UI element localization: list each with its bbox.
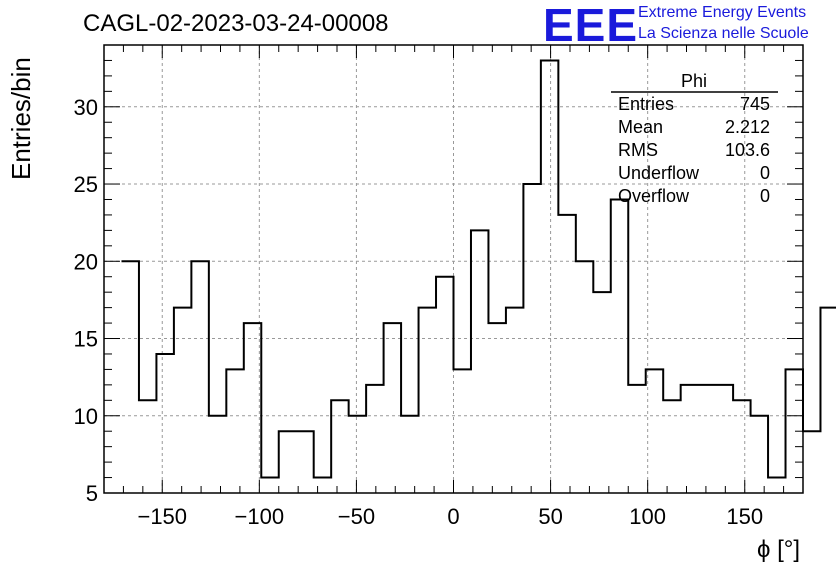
stats-label: RMS (618, 140, 658, 160)
stats-label: Entries (618, 94, 674, 114)
stats-rows: Entries 745 Mean 2.212 RMS 103.6 Underflow 0 Ove… (618, 94, 770, 206)
stats-value: 0 (760, 186, 770, 206)
histogram-outline (121, 59, 836, 479)
x-tick-label: −50 (338, 504, 375, 529)
eee-logo: EEE (543, 0, 639, 51)
stats-label: Underflow (618, 163, 700, 183)
y-tick-label: 10 (74, 404, 98, 429)
chart-title: CAGL-02-2023-03-24-00008 (83, 10, 389, 37)
x-tick-label: −150 (137, 504, 187, 529)
y-tick-label: 15 (74, 327, 98, 352)
stats-value: 103.6 (725, 140, 770, 160)
x-axis-label: ϕ [°] (757, 536, 800, 563)
stats-value: 745 (740, 94, 770, 114)
stats-value: 0 (760, 163, 770, 183)
stats-value: 2.212 (725, 117, 770, 137)
x-tick-label: 100 (629, 504, 666, 529)
y-tick-label: 30 (74, 95, 98, 120)
logo-caption-line2: La Scienza nelle Scuole (638, 25, 809, 42)
y-tick-label: 25 (74, 172, 98, 197)
x-tick-label: 0 (447, 504, 459, 529)
y-tick-label: 5 (86, 481, 98, 506)
x-tick-label: 50 (538, 504, 562, 529)
stats-box: Phi Entries 745 Mean 2.212 RMS 103.6 Underflow… (611, 71, 778, 206)
y-tick-labels: 5 10 15 20 25 30 (74, 95, 98, 506)
x-tick-label: 150 (726, 504, 763, 529)
x-tick-label: −100 (235, 504, 285, 529)
stats-label: Mean (618, 117, 663, 137)
logo-caption-line1: Extreme Energy Events (638, 4, 807, 21)
y-tick-label: 20 (74, 249, 98, 274)
stats-title: Phi (681, 71, 707, 91)
stats-label: Overflow (618, 186, 690, 206)
y-axis-label: Entries/bin (6, 57, 36, 180)
x-tick-labels: −150 −100 −50 0 50 100 150 (137, 504, 763, 529)
axis-ticks (103, 44, 804, 494)
